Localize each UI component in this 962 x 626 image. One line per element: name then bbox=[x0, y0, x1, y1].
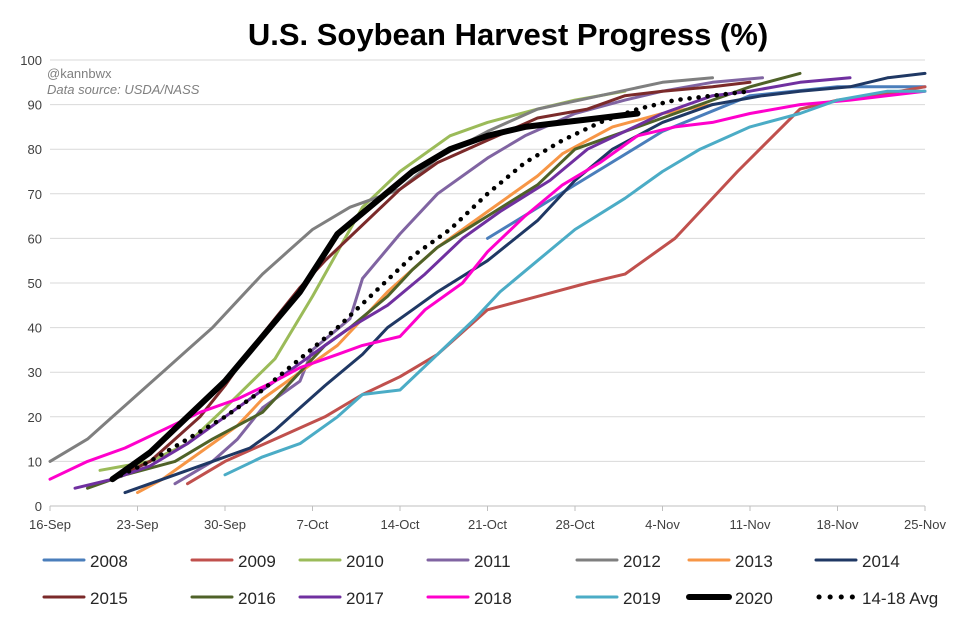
legend-label-2012: 2012 bbox=[623, 552, 661, 571]
legend-label-2010: 2010 bbox=[346, 552, 384, 571]
y-tick-label: 50 bbox=[28, 276, 42, 291]
y-tick-label: 40 bbox=[28, 321, 42, 336]
legend-label-2014: 2014 bbox=[862, 552, 900, 571]
series-line-2012 bbox=[48, 76, 714, 463]
series-line-2018 bbox=[48, 89, 927, 481]
legend-label-2018: 2018 bbox=[474, 589, 512, 608]
series-line-2017 bbox=[73, 76, 852, 490]
x-tick-label: 25-Nov bbox=[904, 517, 946, 532]
series-line-2019 bbox=[223, 89, 927, 477]
x-tick-label: 18-Nov bbox=[817, 517, 859, 532]
x-tick-label: 11-Nov bbox=[730, 517, 771, 532]
axes: 0 10 20 30 40 50 60 70 80 90 100 16-Sep 23-Sep 30-Sep… bbox=[20, 53, 946, 532]
series-lines bbox=[48, 71, 927, 495]
series-line-14-18-avg bbox=[110, 88, 753, 482]
series-line-2014 bbox=[123, 71, 927, 495]
legend-label-2015: 2015 bbox=[90, 589, 128, 608]
x-tick-label: 21-Oct bbox=[468, 517, 507, 532]
series-line-2009 bbox=[186, 85, 927, 486]
watermark: @kannbwx bbox=[47, 66, 112, 81]
legend-label-2017: 2017 bbox=[346, 589, 384, 608]
y-tick-label: 90 bbox=[28, 98, 42, 113]
legend-label-14-18-avg: 14-18 Avg bbox=[862, 589, 938, 608]
legend-label-2019: 2019 bbox=[623, 589, 661, 608]
y-tick-label: 20 bbox=[28, 410, 42, 425]
y-tick-label: 60 bbox=[28, 231, 42, 246]
legend-label-2013: 2013 bbox=[735, 552, 773, 571]
x-tick-label: 28-Oct bbox=[555, 517, 594, 532]
legend-label-2009: 2009 bbox=[238, 552, 276, 571]
legend-label-2008: 2008 bbox=[90, 552, 128, 571]
y-tick-label: 10 bbox=[28, 454, 42, 469]
legend-label-2011: 2011 bbox=[474, 552, 511, 571]
x-tick-label: 4-Nov bbox=[645, 517, 680, 532]
x-tick-label: 23-Sep bbox=[117, 517, 159, 532]
data-source: Data source: USDA/NASS bbox=[47, 82, 200, 97]
x-tick-label: 7-Oct bbox=[297, 517, 329, 532]
chart-title: U.S. Soybean Harvest Progress (%) bbox=[248, 17, 768, 52]
legend: 2008 2009 2010 2011 2012 2013 2014 2015 2016 2017… bbox=[42, 552, 938, 608]
y-tick-label: 100 bbox=[20, 53, 42, 68]
y-tick-label: 70 bbox=[28, 187, 42, 202]
x-tick-label: 16-Sep bbox=[29, 517, 71, 532]
legend-label-2020: 2020 bbox=[735, 589, 773, 608]
y-tick-label: 80 bbox=[28, 142, 42, 157]
y-tick-label: 30 bbox=[28, 365, 42, 380]
x-tick-label: 30-Sep bbox=[204, 517, 246, 532]
series-line-2016 bbox=[86, 71, 802, 490]
x-tick-label: 14-Oct bbox=[380, 517, 419, 532]
legend-label-2016: 2016 bbox=[238, 589, 276, 608]
y-tick-label: 0 bbox=[35, 499, 42, 514]
series-line-2015 bbox=[111, 80, 752, 481]
series-line-2020 bbox=[109, 110, 641, 483]
